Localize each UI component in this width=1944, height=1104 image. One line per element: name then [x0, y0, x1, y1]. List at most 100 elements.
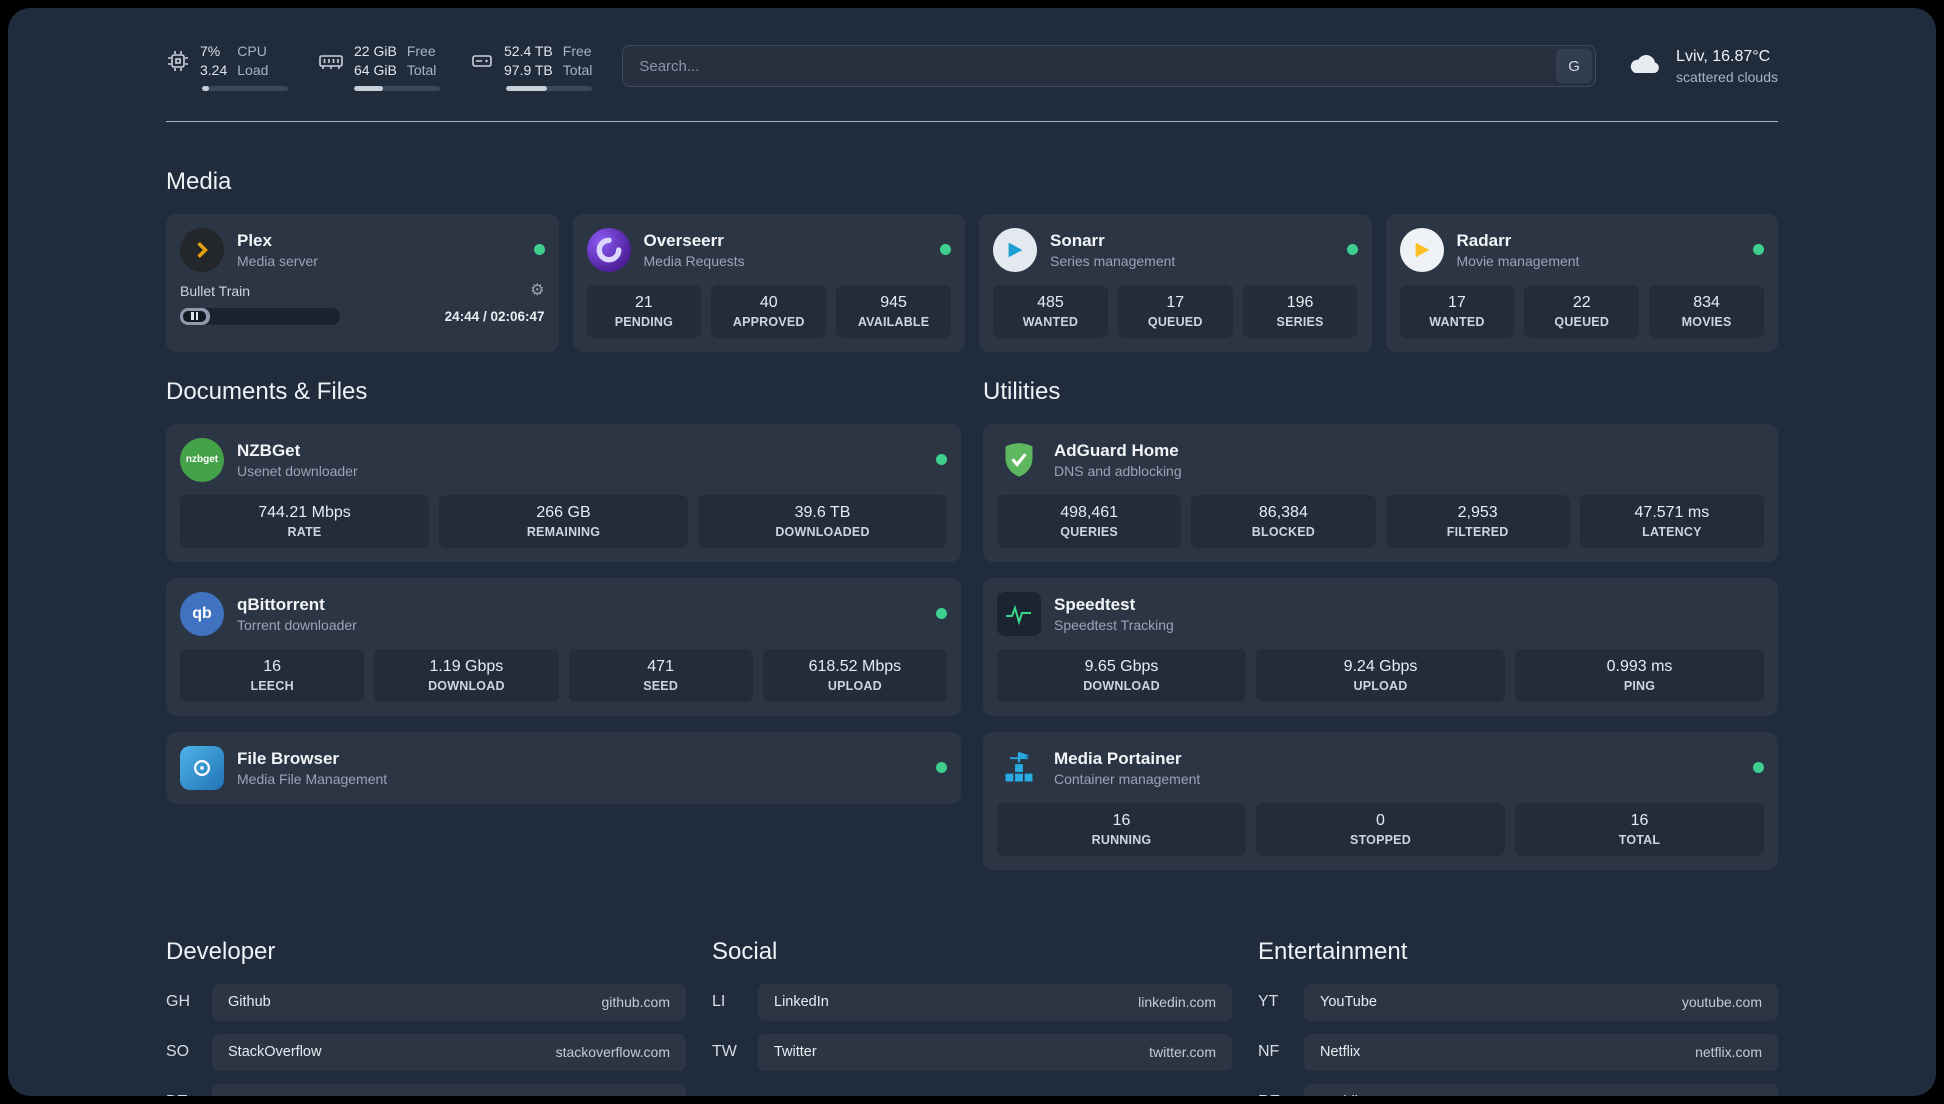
- bookmark-name: YouTube: [1320, 994, 1377, 1011]
- search-engine-button[interactable]: G: [1556, 49, 1593, 84]
- service-card-plex[interactable]: Plex Media server Bullet Train ⚙: [166, 213, 559, 352]
- bookmark-name: Github: [228, 994, 271, 1011]
- bookmark-netflix[interactable]: NF Netflix netflix.com: [1258, 1033, 1778, 1071]
- section-title-documents: Documents & Files: [166, 377, 368, 405]
- stat-value: 9.24 Gbps: [1343, 657, 1418, 675]
- stat-value: 485: [1037, 293, 1064, 311]
- stat-value: 39.6 TB: [794, 503, 851, 521]
- stat-label: UPLOAD: [1353, 678, 1408, 693]
- bookmark-name: StackOverflow: [228, 1044, 322, 1061]
- playback-progress-bar[interactable]: [180, 307, 340, 325]
- utilities-column: Utilities AdGuard Home DNS and adblocki: [983, 352, 1778, 886]
- stat-label: UPLOAD: [827, 678, 882, 693]
- pause-icon[interactable]: [183, 310, 206, 322]
- service-card-sonarr[interactable]: Sonarr Series management 485 WANTED 17 Q…: [979, 213, 1372, 352]
- ram-free-value: 22 GiB: [354, 43, 397, 59]
- stat-value: 17: [1166, 293, 1185, 311]
- bookmark-abbr: GH: [166, 993, 190, 1011]
- stat-label: DOWNLOAD: [1083, 678, 1160, 693]
- ram-label-bottom: Total: [406, 61, 437, 78]
- service-subtitle: Container management: [1054, 770, 1201, 787]
- bookmark-group-social: Social LI LinkedIn linkedin.com TW Twitt…: [712, 894, 1232, 1096]
- service-card-nzbget[interactable]: nzbget NZBGet Usenet downloader 744.21 M…: [166, 423, 961, 562]
- ram-progress-bar: [354, 85, 440, 91]
- bookmark-youtube[interactable]: YT YouTube youtube.com: [1258, 983, 1778, 1021]
- stat-value: 16: [263, 657, 282, 675]
- stat-label: REMAINING: [526, 524, 601, 539]
- stat-tile-download: 1.19 Gbps DOWNLOAD: [374, 648, 559, 702]
- stat-tile-upload: 618.52 Mbps UPLOAD: [762, 648, 947, 702]
- section-title-entertainment: Entertainment: [1258, 937, 1408, 965]
- bookmark-abbr: YT: [1258, 993, 1279, 1011]
- service-name: Radarr: [1456, 230, 1512, 250]
- gear-icon[interactable]: ⚙: [530, 281, 545, 299]
- bookmark-reddit[interactable]: RE Reddit reddit.com: [1258, 1083, 1778, 1096]
- stat-value: 47.571 ms: [1634, 503, 1710, 521]
- status-dot: [533, 244, 545, 256]
- search-input[interactable]: [622, 45, 1597, 88]
- service-name: qBittorrent: [237, 594, 325, 614]
- service-card-adguard[interactable]: AdGuard Home DNS and adblocking 498,461 …: [983, 423, 1778, 562]
- cpu-icon: [166, 49, 190, 73]
- cloud-icon: [1626, 51, 1664, 82]
- stat-tile-filtered: 2,953 FILTERED: [1385, 494, 1570, 548]
- stat-value: 471: [647, 657, 674, 675]
- stat-label: RUNNING: [1091, 832, 1152, 847]
- stat-label: FILTERED: [1446, 524, 1509, 539]
- radarr-icon: [1399, 227, 1444, 272]
- qbittorrent-icon: qb: [180, 591, 224, 636]
- bookmark-dev[interactable]: DT DEV dev.to: [166, 1083, 686, 1096]
- stat-value: 0.993 ms: [1606, 657, 1673, 675]
- stat-tile-rate: 744.21 Mbps RATE: [180, 494, 429, 548]
- nzbget-icon-text: nzbget: [185, 454, 219, 466]
- disk-label-bottom: Total: [562, 61, 593, 78]
- bookmarks-area: Developer GH Github github.com SO StackO…: [166, 894, 1778, 1096]
- status-dot: [1753, 762, 1764, 774]
- bookmark-abbr: LI: [712, 993, 726, 1011]
- bookmark-twitter[interactable]: TW Twitter twitter.com: [712, 1033, 1232, 1071]
- bookmark-github[interactable]: GH Github github.com: [166, 983, 686, 1021]
- service-card-qbittorrent[interactable]: qb qBittorrent Torrent downloader 16 LEE…: [166, 577, 961, 716]
- service-card-portainer[interactable]: Media Portainer Container management 16 …: [983, 731, 1778, 870]
- stat-tile-series: 196 SERIES: [1242, 284, 1358, 338]
- bookmark-url: netflix.com: [1695, 1044, 1762, 1061]
- disk-icon: [470, 49, 494, 73]
- service-card-overseerr[interactable]: Overseerr Media Requests 21 PENDING 40 A…: [572, 213, 965, 352]
- service-name: Sonarr: [1050, 230, 1105, 250]
- stat-value: 86,384: [1258, 503, 1308, 521]
- stat-tile-download: 9.65 Gbps DOWNLOAD: [997, 648, 1246, 702]
- playback-time: 24:44 / 02:06:47: [444, 308, 545, 324]
- bookmark-name: Twitter: [774, 1044, 817, 1061]
- service-card-radarr[interactable]: Radarr Movie management 17 WANTED 22 QUE…: [1385, 213, 1778, 352]
- service-card-filebrowser[interactable]: File Browser Media File Management: [166, 731, 961, 804]
- stat-label: BLOCKED: [1251, 524, 1315, 539]
- weather-condition: scattered clouds: [1676, 68, 1778, 85]
- stat-label: PING: [1623, 678, 1656, 693]
- section-title-developer: Developer: [166, 937, 276, 965]
- bookmark-url: dev.to: [633, 1094, 670, 1096]
- bookmark-linkedin[interactable]: LI LinkedIn linkedin.com: [712, 983, 1232, 1021]
- stat-tile-remaining: 266 GB REMAINING: [439, 494, 688, 548]
- bookmark-url: twitter.com: [1149, 1044, 1216, 1061]
- stat-label: QUERIES: [1060, 524, 1118, 539]
- service-name: Overseerr: [643, 230, 724, 250]
- stat-value: 16: [1630, 811, 1649, 829]
- stat-label: SERIES: [1276, 314, 1324, 329]
- service-card-speedtest[interactable]: Speedtest Speedtest Tracking 9.65 Gbps D…: [983, 577, 1778, 716]
- bookmark-url: youtube.com: [1681, 994, 1762, 1011]
- bookmark-url: github.com: [601, 994, 670, 1011]
- filebrowser-icon: [180, 745, 224, 790]
- bookmark-name: DEV: [228, 1094, 258, 1096]
- stat-value: 0: [1376, 811, 1385, 829]
- stat-label: QUEUED: [1147, 314, 1203, 329]
- stat-tile-movies: 834 MOVIES: [1649, 284, 1764, 338]
- stat-value: 17: [1448, 293, 1466, 311]
- stat-label: DOWNLOADED: [775, 524, 870, 539]
- nzbget-icon: nzbget: [180, 437, 224, 482]
- dashboard-page: 7% 3.24 CPU Load: [8, 8, 1936, 1096]
- stat-label: PENDING: [614, 314, 674, 329]
- bookmark-stackoverflow[interactable]: SO StackOverflow stackoverflow.com: [166, 1033, 686, 1071]
- stat-value: 16: [1112, 811, 1131, 829]
- stat-label: APPROVED: [732, 314, 805, 329]
- adguard-icon: [997, 438, 1041, 482]
